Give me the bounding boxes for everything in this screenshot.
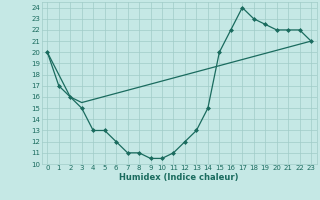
X-axis label: Humidex (Indice chaleur): Humidex (Indice chaleur) xyxy=(119,173,239,182)
